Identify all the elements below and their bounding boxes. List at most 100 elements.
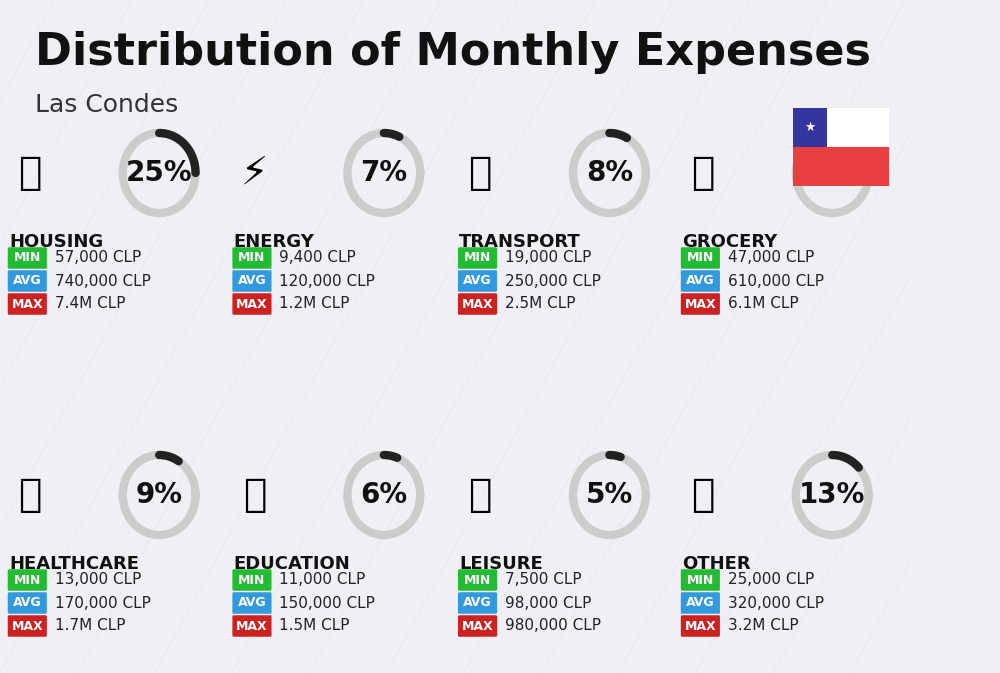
Text: AVG: AVG [238,596,266,610]
Text: 1.2M CLP: 1.2M CLP [279,297,350,312]
FancyBboxPatch shape [793,147,889,186]
Text: AVG: AVG [13,596,42,610]
Text: ⚡: ⚡ [241,154,268,192]
FancyBboxPatch shape [8,615,47,637]
Text: MIN: MIN [238,252,266,264]
FancyBboxPatch shape [458,247,497,269]
Text: 1.7M CLP: 1.7M CLP [55,618,125,633]
Text: ★: ★ [804,121,815,134]
Text: AVG: AVG [463,596,492,610]
Text: 47,000 CLP: 47,000 CLP [728,250,814,266]
FancyBboxPatch shape [458,615,497,637]
Text: 1.5M CLP: 1.5M CLP [279,618,350,633]
Text: MIN: MIN [14,573,41,586]
Text: AVG: AVG [13,275,42,287]
Text: 320,000 CLP: 320,000 CLP [728,596,824,610]
Text: EDUCATION: EDUCATION [234,555,351,573]
Text: 9%: 9% [136,481,183,509]
Text: AVG: AVG [238,275,266,287]
FancyBboxPatch shape [793,108,827,147]
Text: OTHER: OTHER [682,555,751,573]
Text: 57,000 CLP: 57,000 CLP [55,250,141,266]
Text: 9,400 CLP: 9,400 CLP [279,250,356,266]
Text: MIN: MIN [464,573,491,586]
Text: MAX: MAX [685,620,716,633]
Text: GROCERY: GROCERY [682,233,777,251]
FancyBboxPatch shape [681,271,720,292]
Text: AVG: AVG [463,275,492,287]
Text: MIN: MIN [687,573,714,586]
Text: MAX: MAX [11,620,43,633]
Text: 11,000 CLP: 11,000 CLP [279,573,365,588]
Text: 🛍: 🛍 [469,476,492,514]
Text: HOUSING: HOUSING [9,233,103,251]
FancyBboxPatch shape [681,615,720,637]
Text: 🏢: 🏢 [18,154,42,192]
Text: 7%: 7% [360,159,407,187]
Text: 19,000 CLP: 19,000 CLP [505,250,591,266]
FancyBboxPatch shape [8,293,47,315]
Text: MIN: MIN [687,252,714,264]
Text: 2.5M CLP: 2.5M CLP [505,297,575,312]
Text: Distribution of Monthly Expenses: Distribution of Monthly Expenses [35,31,871,74]
FancyBboxPatch shape [8,569,47,591]
Text: 120,000 CLP: 120,000 CLP [279,273,375,289]
Text: MAX: MAX [236,620,268,633]
FancyBboxPatch shape [458,293,497,315]
Text: 170,000 CLP: 170,000 CLP [55,596,150,610]
FancyBboxPatch shape [232,569,272,591]
Text: ENERGY: ENERGY [234,233,315,251]
Text: 13,000 CLP: 13,000 CLP [55,573,141,588]
Text: MAX: MAX [462,297,493,310]
Text: Las Condes: Las Condes [35,93,178,117]
Text: 980,000 CLP: 980,000 CLP [505,618,601,633]
Text: MAX: MAX [236,297,268,310]
Text: MAX: MAX [685,297,716,310]
Text: MAX: MAX [462,620,493,633]
FancyBboxPatch shape [8,592,47,614]
Text: 💰: 💰 [691,476,715,514]
FancyBboxPatch shape [681,247,720,269]
FancyBboxPatch shape [793,108,889,186]
Text: 740,000 CLP: 740,000 CLP [55,273,150,289]
FancyBboxPatch shape [458,271,497,292]
Text: 27%: 27% [799,159,865,187]
FancyBboxPatch shape [681,592,720,614]
FancyBboxPatch shape [458,569,497,591]
Text: 610,000 CLP: 610,000 CLP [728,273,824,289]
FancyBboxPatch shape [681,569,720,591]
Text: 🏥: 🏥 [18,476,42,514]
FancyBboxPatch shape [8,271,47,292]
Text: 6.1M CLP: 6.1M CLP [728,297,798,312]
Text: 🛒: 🛒 [691,154,715,192]
Text: MAX: MAX [11,297,43,310]
Text: 5%: 5% [586,481,633,509]
Text: 150,000 CLP: 150,000 CLP [279,596,375,610]
FancyBboxPatch shape [458,592,497,614]
Text: 🚌: 🚌 [469,154,492,192]
Text: TRANSPORT: TRANSPORT [459,233,581,251]
Text: MIN: MIN [464,252,491,264]
Text: 25%: 25% [126,159,192,187]
FancyBboxPatch shape [232,592,272,614]
Text: 250,000 CLP: 250,000 CLP [505,273,601,289]
Text: HEALTHCARE: HEALTHCARE [9,555,139,573]
Text: 3.2M CLP: 3.2M CLP [728,618,798,633]
FancyBboxPatch shape [232,293,272,315]
Text: 🎓: 🎓 [243,476,266,514]
FancyBboxPatch shape [232,271,272,292]
Text: 7,500 CLP: 7,500 CLP [505,573,581,588]
FancyBboxPatch shape [232,247,272,269]
Text: 13%: 13% [799,481,865,509]
FancyBboxPatch shape [232,615,272,637]
Text: 98,000 CLP: 98,000 CLP [505,596,591,610]
FancyBboxPatch shape [8,247,47,269]
Text: 6%: 6% [360,481,407,509]
Text: 25,000 CLP: 25,000 CLP [728,573,814,588]
Text: AVG: AVG [686,596,715,610]
FancyBboxPatch shape [681,293,720,315]
Text: AVG: AVG [686,275,715,287]
Text: MIN: MIN [238,573,266,586]
Text: LEISURE: LEISURE [459,555,543,573]
Text: 7.4M CLP: 7.4M CLP [55,297,125,312]
